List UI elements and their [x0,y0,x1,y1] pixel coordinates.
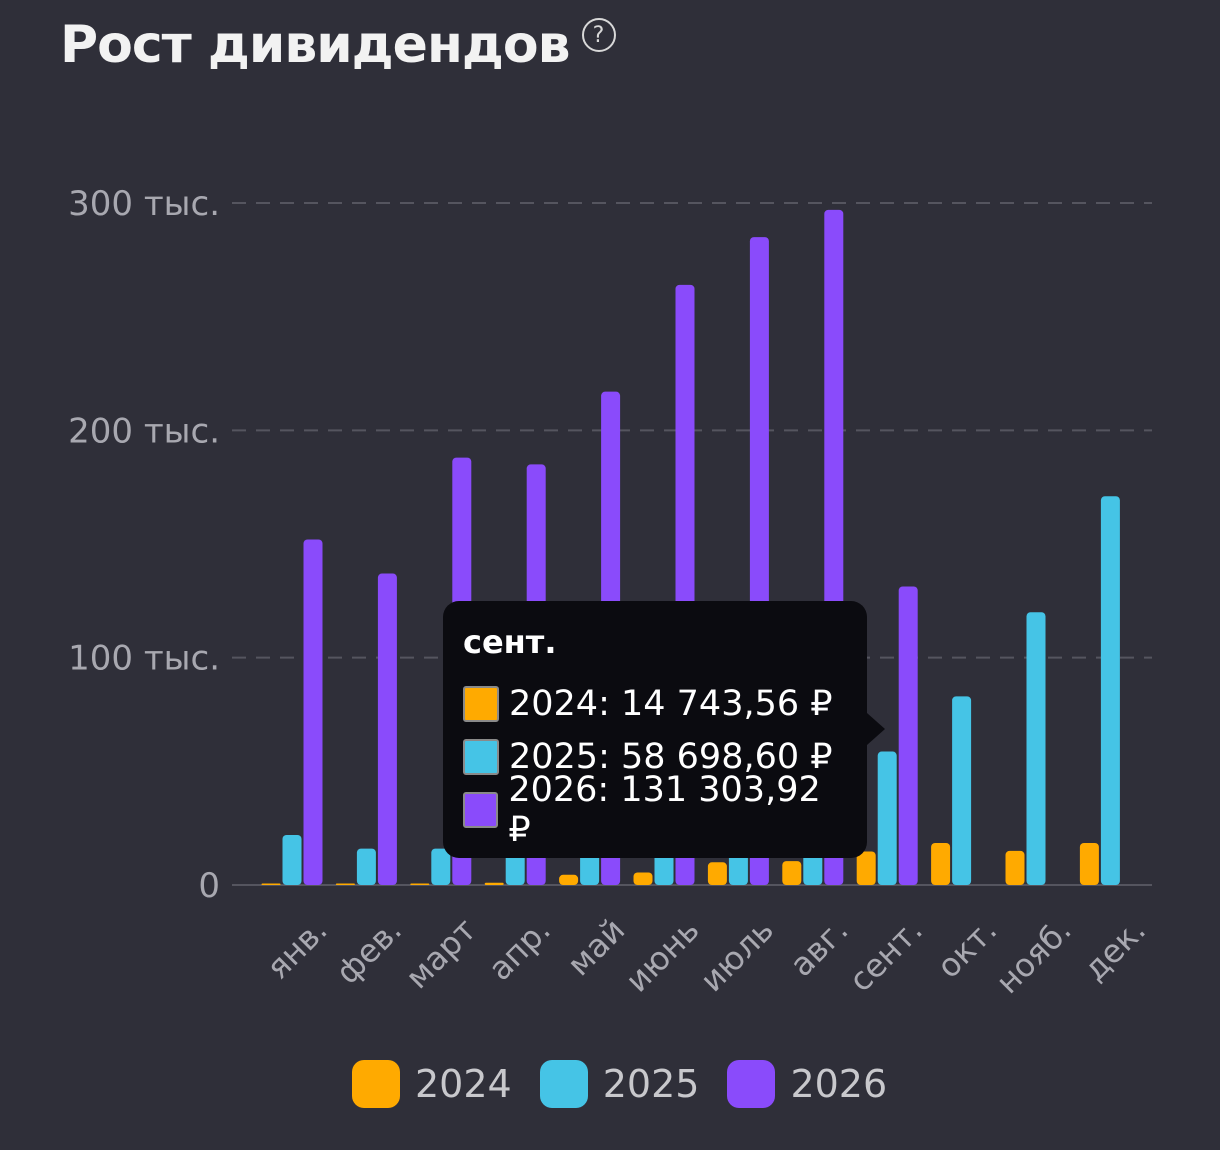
tooltip-value-2024: 2024: 14 743,56 ₽ [509,683,833,724]
bar-2026-0[interactable] [303,539,323,885]
bar-2024-10[interactable] [1005,850,1025,885]
legend-item-2025[interactable]: 2025 [539,1060,700,1108]
tooltip-row-2024: 2024: 14 743,56 ₽ [463,677,847,730]
x-tick-label: июль [693,911,781,999]
bar-2024-4[interactable] [559,874,579,885]
legend-label-2025: 2025 [602,1062,700,1106]
legend-swatch-2024 [352,1060,400,1108]
bar-2025-11[interactable] [1100,496,1120,885]
tooltip-value-2025: 2025: 58 698,60 ₽ [509,736,833,777]
bar-2025-1[interactable] [356,848,376,885]
x-tick-label: март [398,911,483,996]
chart-header: Рост дивидендов ? [60,10,616,80]
bar-2025-9[interactable] [952,696,972,885]
legend-item-2026[interactable]: 2026 [727,1060,887,1108]
bar-2025-2[interactable] [431,848,451,885]
x-tick-label: июнь [618,911,707,1000]
bar-2024-11[interactable] [1079,842,1099,885]
x-tick-label: фев. [328,911,409,992]
tooltip-swatch-2026 [463,791,499,828]
bar-2024-5[interactable] [633,872,653,885]
legend-item-2024[interactable]: 2024 [352,1060,512,1108]
bar-2024-0[interactable] [261,883,281,886]
bar-2024-8[interactable] [856,851,876,885]
bar-2024-3[interactable] [484,882,504,885]
question-circle-icon[interactable]: ? [581,18,616,52]
legend-swatch-2025 [539,1060,588,1108]
y-axis-labels: 0 100 тыс. 200 тыс. 300 тыс. [68,184,220,906]
y-tick-label: 200 тыс. [68,411,220,451]
x-tick-label: апр. [481,911,558,988]
y-tick-label: 0 [198,866,220,906]
x-tick-label: нояб. [988,911,1078,1001]
legend-label-2026: 2026 [790,1062,888,1106]
tooltip-swatch-2025 [463,738,499,775]
x-tick-label: дек. [1076,911,1153,988]
bar-2024-9[interactable] [931,842,951,885]
bar-2026-1[interactable] [377,573,397,885]
bar-2025-10[interactable] [1026,612,1046,885]
bar-2024-1[interactable] [335,883,355,886]
chart-legend: 2024 2025 2026 [352,1060,915,1108]
x-tick-label: сент. [841,911,929,999]
tooltip-swatch-2024 [463,685,499,722]
chart-tooltip: сент. 2024: 14 743,56 ₽ 2025: 58 698,60 … [443,601,885,858]
y-tick-label: 300 тыс. [68,184,220,224]
tooltip-row-2025: 2025: 58 698,60 ₽ [463,730,847,783]
bar-2025-8[interactable] [877,751,897,885]
bar-2025-0[interactable] [282,834,302,885]
chart-title: Рост дивидендов [60,15,570,75]
bar-2024-6[interactable] [707,862,727,885]
legend-label-2024: 2024 [415,1062,512,1106]
legend-swatch-2026 [727,1060,776,1108]
bar-2024-7[interactable] [782,861,802,885]
y-tick-label: 100 тыс. [68,639,220,679]
help-glyph: ? [592,22,605,48]
tooltip-row-2026: 2026: 131 303,92 ₽ [463,770,847,850]
x-tick-label: янв. [259,911,335,987]
bar-2026-8[interactable] [898,586,918,885]
bar-2024-2[interactable] [410,883,430,886]
tooltip-value-2026: 2026: 131 303,92 ₽ [508,769,821,850]
tooltip-title: сент. [463,623,557,661]
